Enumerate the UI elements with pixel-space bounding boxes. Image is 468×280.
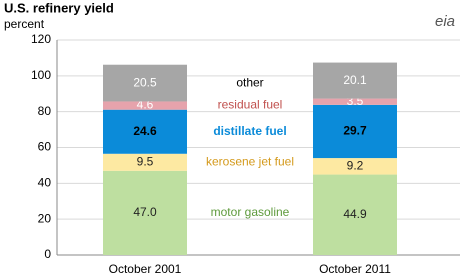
value-label: 20.5: [133, 75, 157, 89]
bar-segment: [313, 98, 397, 105]
x-tick-label: October 2011: [319, 262, 391, 276]
bar-segment: [103, 101, 187, 110]
value-label: 24.6: [133, 124, 157, 138]
legend-label: kerosene jet fuel: [206, 154, 294, 168]
value-label: 9.5: [137, 154, 154, 168]
y-tick-label: 80: [38, 104, 52, 118]
x-tick-label: October 2001: [109, 262, 182, 276]
y-tick-label: 60: [38, 140, 52, 154]
bar-segment: [313, 62, 397, 99]
y-tick-label: 100: [31, 68, 51, 82]
legend-label: distillate fuel: [213, 124, 286, 138]
bar-segment: [103, 170, 187, 255]
value-label: 47.0: [133, 205, 157, 219]
bar-segment: [313, 104, 397, 159]
legend-label: other: [236, 75, 263, 89]
chart-title: U.S. refinery yield: [4, 0, 114, 15]
legend-label: motor gasoline: [211, 205, 290, 219]
bar-segment: [103, 109, 187, 154]
logo: eia: [435, 13, 455, 30]
y-axis-label: percent: [4, 17, 45, 31]
y-tick-label: 0: [44, 247, 51, 261]
value-label: 44.9: [343, 207, 367, 221]
value-label: 29.7: [343, 124, 367, 138]
bar-segment: [103, 64, 187, 102]
y-tick-label: 120: [31, 32, 51, 46]
value-label: 9.2: [347, 158, 364, 172]
bar-segment: [313, 158, 397, 175]
y-tick-label: 20: [38, 211, 52, 225]
bar-segment: [103, 153, 187, 171]
legend-label: residual fuel: [218, 98, 283, 112]
y-tick-label: 40: [38, 176, 52, 190]
bar-segment: [313, 174, 397, 255]
value-label: 20.1: [343, 73, 367, 87]
